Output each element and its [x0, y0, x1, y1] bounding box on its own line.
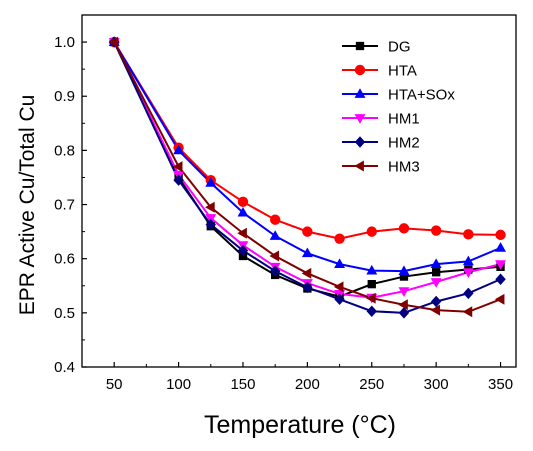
data-point [366, 264, 378, 275]
legend: DG HTA HTA+SOx HM1 HM2 HM3 [342, 39, 455, 176]
data-point [366, 305, 377, 317]
data-point [431, 268, 441, 277]
data-point [173, 144, 185, 155]
y-tick-label: 0.8 [54, 142, 75, 159]
series-line-4 [113, 41, 501, 314]
data-point [173, 174, 184, 186]
legend-label: HM3 [388, 159, 420, 176]
data-point [301, 267, 312, 279]
data-point [398, 223, 410, 234]
data-point [269, 250, 280, 262]
data-point [398, 265, 410, 276]
data-point [301, 247, 313, 258]
y-tick-label: 0.9 [54, 88, 75, 105]
series-line-3 [113, 41, 501, 299]
data-point [237, 206, 249, 217]
series-line-1 [113, 41, 501, 240]
data-point [269, 230, 281, 240]
data-point [494, 293, 505, 305]
data-point [172, 161, 183, 173]
data-point [430, 278, 442, 288]
legend-marker [354, 160, 364, 172]
data-point [462, 306, 473, 318]
legend-marker [354, 88, 366, 98]
x-tick-label: 200 [295, 376, 320, 393]
y-axis-title: EPR Active Cu/Total Cu [16, 95, 39, 316]
data-point [430, 258, 442, 269]
data-point [334, 293, 345, 306]
legend-marker [355, 41, 365, 51]
data-point [237, 196, 249, 208]
data-point [366, 292, 376, 304]
data-point [108, 36, 119, 48]
axes: 50 100 150 200 250 300 350 0.4 0.5 0.6 0.7 0.8 0.9 1.… [54, 14, 517, 393]
data-point [495, 242, 507, 252]
data-point [205, 218, 216, 231]
legend-label: HTA [388, 63, 417, 80]
plot-area [108, 36, 507, 319]
x-tick-label: 300 [424, 376, 449, 393]
data-point [398, 307, 410, 319]
legend-label: HM2 [388, 135, 420, 152]
series-line-5 [113, 41, 501, 313]
x-tick-label: 150 [230, 376, 255, 393]
data-point [495, 260, 507, 270]
data-point [237, 227, 247, 239]
data-point [366, 226, 377, 237]
data-point [237, 244, 249, 257]
data-point [463, 229, 474, 240]
data-point [430, 304, 441, 316]
series-line-2 [113, 41, 501, 273]
data-point [205, 201, 215, 213]
data-point [269, 265, 281, 277]
data-point [302, 226, 313, 237]
data-point [334, 233, 345, 244]
data-point [463, 287, 474, 300]
y-tick-label: 1.0 [54, 34, 75, 51]
data-point [269, 214, 281, 225]
data-point [302, 281, 313, 294]
legend-marker [354, 64, 366, 76]
legend-label: DG [388, 39, 411, 56]
x-axis-title: Temperature (°C) [204, 411, 396, 439]
legend-label: HM1 [388, 111, 420, 128]
data-point [430, 295, 442, 308]
y-tick-label: 0.5 [54, 305, 75, 322]
y-tick-label: 0.4 [54, 359, 75, 376]
data-point [430, 225, 442, 236]
data-point [398, 287, 410, 297]
data-point [205, 177, 217, 187]
legend-label: HTA+SOx [388, 87, 455, 104]
data-point [333, 281, 344, 293]
data-point [398, 299, 408, 311]
series-line-0 [113, 41, 501, 298]
x-tick-label: 250 [359, 376, 384, 393]
legend-marker [354, 136, 366, 148]
data-point [495, 273, 506, 285]
data-point [367, 279, 376, 289]
x-tick-label: 100 [166, 376, 191, 393]
plot-frame [81, 14, 517, 368]
x-tick-label: 350 [488, 376, 513, 393]
legend-marker [354, 114, 366, 124]
data-point [334, 258, 346, 269]
data-point [399, 272, 409, 281]
data-point [495, 229, 506, 241]
y-tick-label: 0.7 [54, 197, 75, 214]
data-point [462, 268, 474, 278]
x-tick-label: 50 [106, 376, 123, 393]
data-point [462, 255, 474, 266]
y-tick-label: 0.6 [54, 251, 75, 268]
